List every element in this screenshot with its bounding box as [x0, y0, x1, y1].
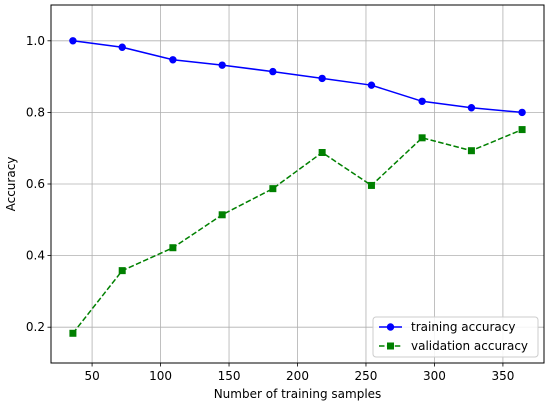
data-point	[518, 108, 526, 117]
legend-marker	[386, 323, 395, 331]
grid	[51, 5, 544, 363]
data-point	[367, 81, 376, 89]
y-tick-label: 0.6	[26, 177, 45, 191]
x-axis-label: Number of training samples	[214, 387, 382, 401]
x-axis: 50 100 150 200 250 300 350	[84, 363, 514, 383]
legend-entry: training accuracy	[379, 320, 515, 334]
y-tick-label: 1.0	[26, 34, 45, 48]
y-axis-label: Accuracy	[4, 157, 18, 212]
data-point	[467, 147, 475, 155]
x-tick-label: 100	[149, 369, 172, 383]
legend-marker	[387, 342, 394, 350]
data-point	[269, 185, 277, 193]
data-point	[118, 267, 126, 275]
data-point	[418, 97, 426, 106]
x-tick-label: 250	[355, 369, 378, 383]
data-point	[318, 148, 326, 156]
y-axis: 0.2 0.4 0.6 0.8 1.0	[26, 34, 51, 334]
x-tick-label: 50	[84, 369, 99, 383]
data-point	[269, 67, 277, 76]
data-point	[118, 43, 126, 51]
series-validation	[69, 126, 526, 337]
x-tick-label: 200	[286, 369, 309, 383]
data-point	[169, 56, 177, 64]
data-point	[367, 181, 375, 189]
x-tick-label: 300	[423, 369, 446, 383]
legend-box	[372, 316, 539, 358]
data-point	[69, 37, 77, 45]
legend-label: validation accuracy	[411, 339, 528, 353]
data-point	[218, 61, 226, 69]
data-point	[418, 134, 426, 142]
legend-entry: validation accuracy	[379, 339, 528, 353]
series-training	[69, 37, 526, 117]
data-point	[69, 329, 77, 337]
legend: training accuracy validation accuracy	[372, 316, 539, 358]
data-point	[218, 211, 226, 219]
data-point	[518, 126, 526, 134]
y-tick-label: 0.4	[26, 249, 45, 263]
y-tick-label: 0.2	[26, 320, 45, 334]
x-tick-label: 150	[218, 369, 241, 383]
series-line	[72, 40, 523, 114]
series-line	[72, 128, 523, 334]
data-point	[467, 104, 476, 112]
legend-label: training accuracy	[411, 320, 515, 334]
data-point	[169, 244, 177, 252]
y-tick-label: 0.8	[26, 105, 45, 119]
series-layer	[69, 37, 526, 337]
x-tick-label: 350	[491, 369, 514, 383]
data-point	[318, 74, 326, 83]
